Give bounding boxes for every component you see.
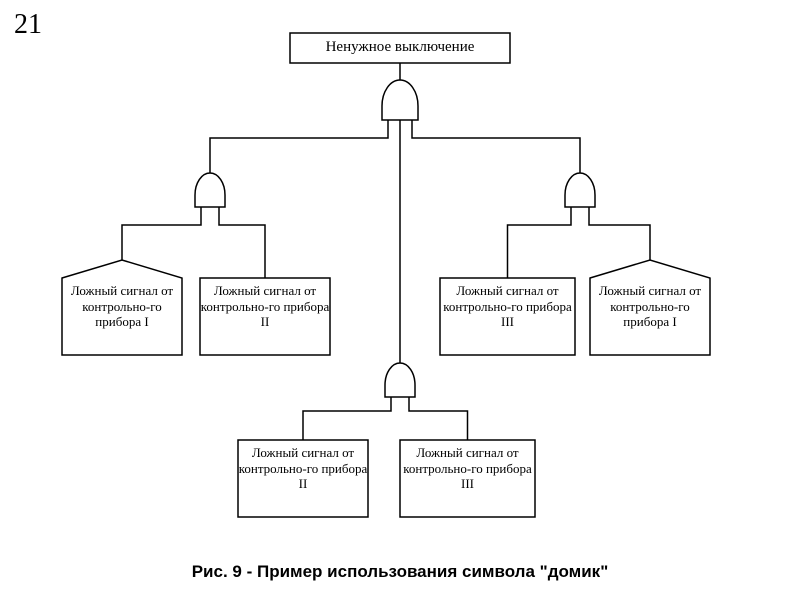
- leaf-4-label: Ложный сигнал от контрольно-го прибора I: [590, 283, 710, 330]
- leaf-2-label: Ложный сигнал от контрольно-го прибора I…: [200, 283, 330, 330]
- leaf-6-label: Ложный сигнал от контрольно-го прибора I…: [400, 445, 535, 492]
- root-label: Ненужное выключение: [290, 38, 510, 56]
- figure-caption: Рис. 9 - Пример использования символа "д…: [0, 562, 800, 582]
- leaf-5-label: Ложный сигнал от контрольно-го прибора I…: [238, 445, 368, 492]
- leaf-1-label: Ложный сигнал от контрольно-го прибора I: [62, 283, 182, 330]
- leaf-3-label: Ложный сигнал от контрольно-го прибора I…: [440, 283, 575, 330]
